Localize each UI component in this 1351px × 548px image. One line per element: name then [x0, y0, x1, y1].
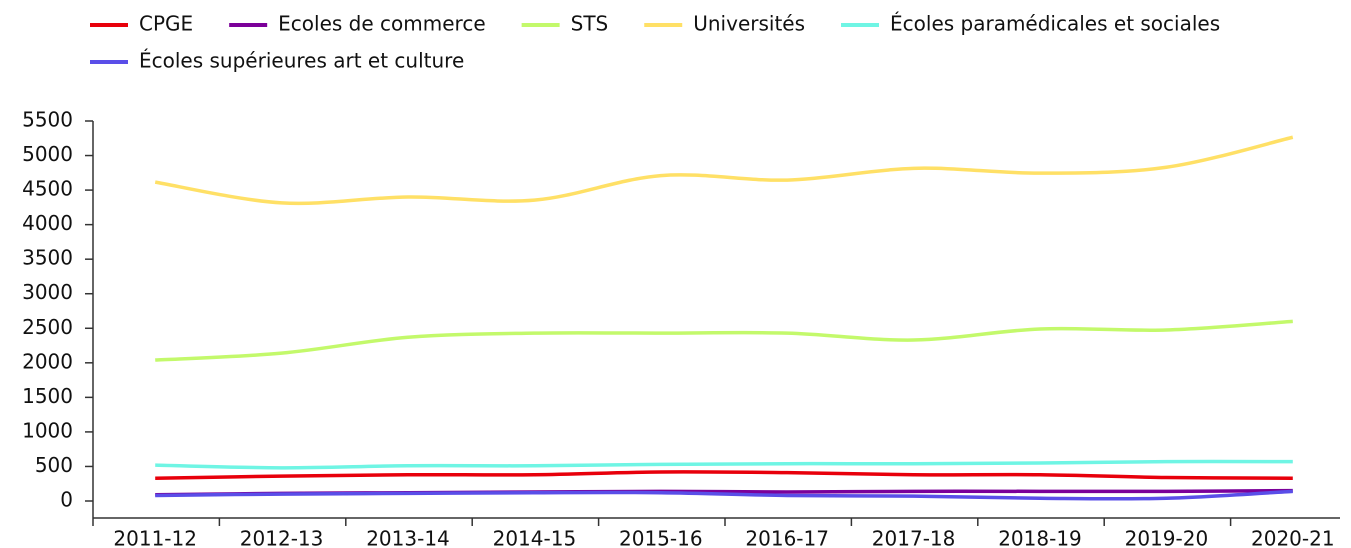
y-tick-label: 3000	[22, 280, 73, 304]
line	[155, 470, 1293, 480]
y-tick-label: 0	[60, 488, 73, 512]
line	[154, 135, 1294, 206]
y-tick-label: 2000	[22, 349, 73, 373]
y-tick-label: 1000	[22, 418, 73, 442]
x-tick-label: 2013-14	[366, 527, 450, 548]
x-tick-label: 2015-16	[619, 527, 703, 548]
legend-label: CPGE	[139, 12, 193, 36]
line	[155, 489, 1293, 501]
x-tick-label: 2012-13	[240, 527, 324, 548]
legend-item: STS	[521, 12, 609, 36]
x-tick-label: 2019-20	[1125, 527, 1209, 548]
y-tick-label: 1500	[22, 384, 73, 408]
y-tick-label: 2500	[22, 315, 73, 339]
y-tick-label: 4500	[22, 177, 73, 201]
legend-item: Écoles paramédicales et sociales	[841, 12, 1220, 36]
y-tick-label: 4000	[22, 211, 73, 235]
legend-item: Ecoles de commerce	[229, 12, 486, 36]
x-tick-label: 2020-21	[1251, 527, 1335, 548]
x-tick-label: 2018-19	[998, 527, 1082, 548]
legend-item: Écoles supérieures art et culture	[90, 49, 464, 73]
x-tick-label: 2016-17	[745, 527, 829, 548]
y-tick-label: 3500	[22, 246, 73, 270]
line	[155, 459, 1293, 470]
x-tick-label: 2014-15	[493, 527, 577, 548]
legend-label: Écoles supérieures art et culture	[139, 49, 464, 73]
y-tick-label: 500	[35, 453, 73, 477]
legend-label: Universités	[693, 12, 805, 36]
legend-label: Écoles paramédicales et sociales	[890, 12, 1220, 36]
y-tick-label: 5000	[22, 142, 73, 166]
x-tick-label: 2017-18	[872, 527, 956, 548]
legend-label: STS	[571, 12, 609, 36]
legend-label: Ecoles de commerce	[278, 12, 485, 36]
legend: CPGE Ecoles de commerce STS Universités Écol…	[90, 12, 1220, 73]
x-tick-label: 2011-12	[113, 527, 197, 548]
legend-item: Universités	[644, 12, 805, 36]
y-tick-label: 5500	[22, 108, 73, 132]
line	[155, 319, 1293, 362]
plot-area: 0 500 1000 1500 2000 2500 3000 3500 4000 4500 5000…	[22, 108, 1340, 548]
legend-item: CPGE	[90, 12, 193, 36]
